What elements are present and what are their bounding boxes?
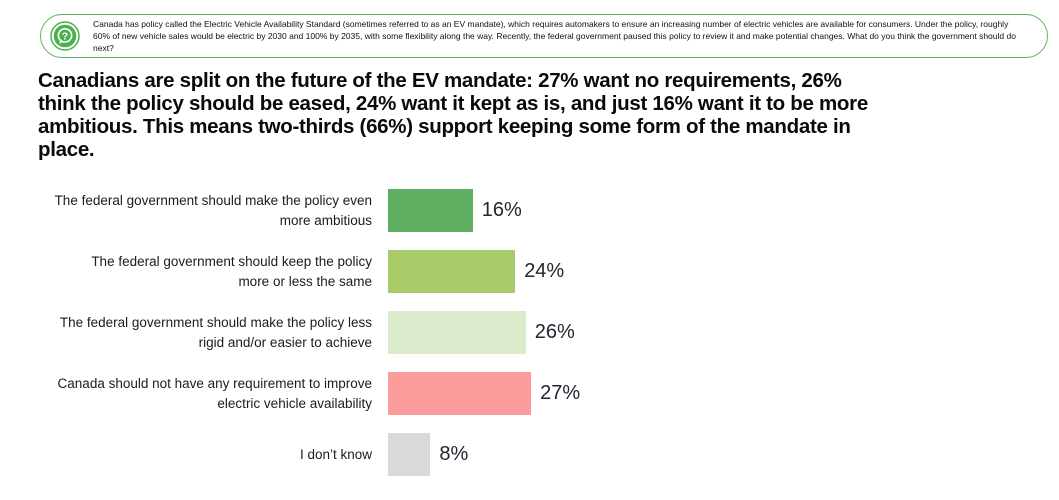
bar (388, 372, 532, 415)
category-label: The federal government should make the p… (59, 315, 372, 350)
chart-row: The federal government should keep the p… (0, 241, 1059, 302)
survey-question-text: Canada has policy called the Electric Ve… (93, 19, 1016, 53)
chart-row: The federal government should make the p… (0, 180, 1059, 241)
headline: Canadians are split on the future of the… (38, 69, 868, 161)
bar (388, 433, 431, 476)
value-label: 24% (524, 260, 565, 282)
category-label: I don’t know (299, 446, 372, 462)
bar (388, 189, 473, 232)
svg-text:?: ? (62, 30, 68, 42)
chart-row: The federal government should make the p… (0, 302, 1059, 363)
category-label: The federal government should make the p… (54, 193, 372, 228)
category-label: The federal government should keep the p… (91, 254, 372, 289)
value-label: 27% (540, 382, 581, 404)
value-label: 8% (439, 443, 469, 465)
bar (388, 250, 516, 293)
chart-row: Canada should not have any requirement t… (0, 363, 1059, 424)
question-box: ? Canada has policy called the Electric … (40, 14, 1048, 58)
category-label: Canada should not have any requirement t… (57, 376, 372, 411)
value-label: 16% (481, 199, 522, 221)
bar-chart: The federal government should make the p… (0, 180, 1059, 485)
bar (388, 311, 526, 354)
value-label: 26% (534, 321, 575, 343)
chart-row: I don’t know 8% (0, 424, 1059, 485)
question-mark-icon: ? (50, 21, 80, 51)
